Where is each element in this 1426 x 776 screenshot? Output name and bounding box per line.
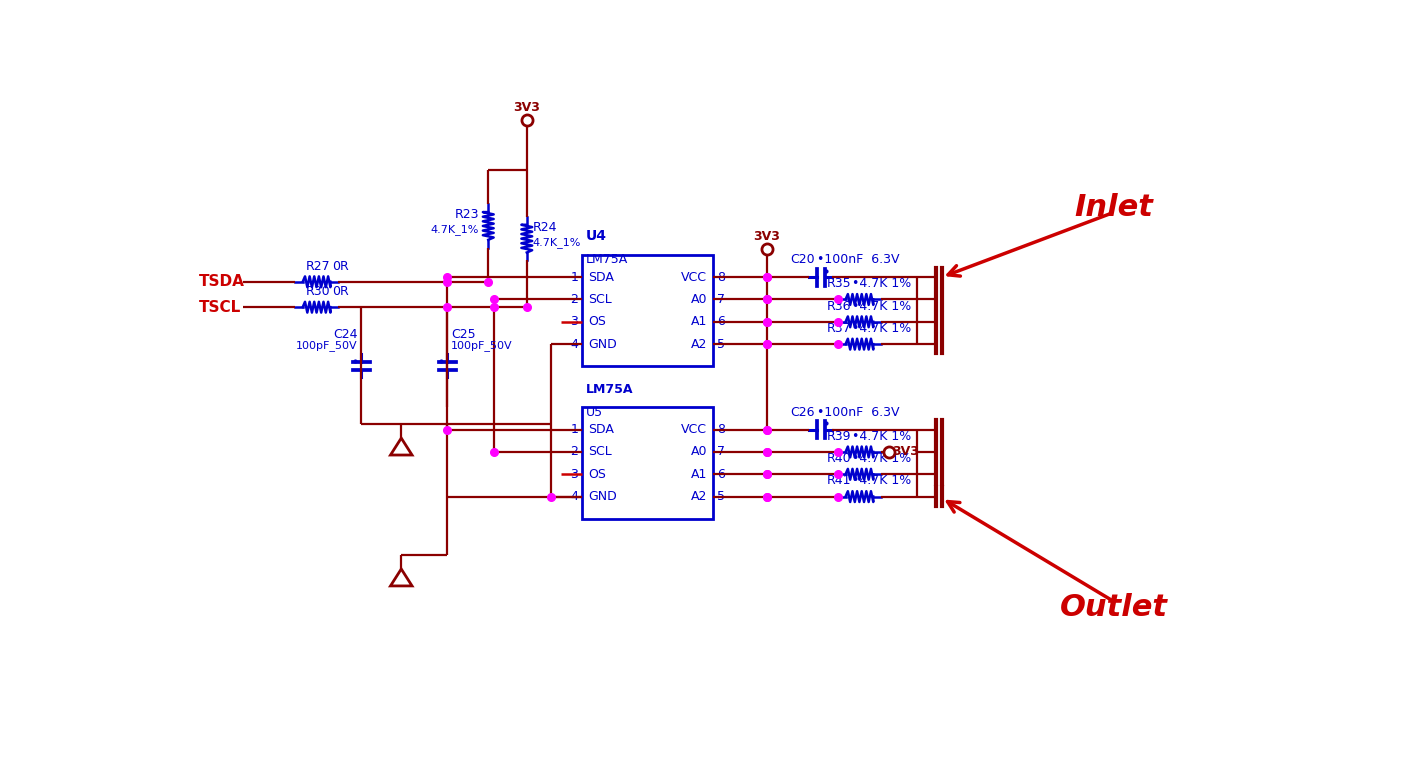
Text: C26: C26 [790, 406, 814, 419]
Text: 6: 6 [717, 315, 724, 328]
Text: •4.7K 1%: •4.7K 1% [851, 277, 911, 290]
Text: A0: A0 [690, 293, 707, 306]
Text: SCL: SCL [589, 293, 612, 306]
Bar [582, 255, 713, 366]
Text: U5: U5 [586, 406, 603, 419]
Text: R30: R30 [305, 285, 331, 298]
Text: C25: C25 [451, 327, 476, 341]
Text: 4.7K_1%: 4.7K_1% [533, 237, 582, 248]
Text: GND: GND [589, 338, 617, 351]
Text: LM75A: LM75A [586, 383, 633, 396]
Text: 8: 8 [717, 423, 724, 436]
Text: A1: A1 [690, 468, 707, 481]
Text: SCL: SCL [589, 445, 612, 459]
Text: R23: R23 [455, 208, 479, 221]
Text: C20: C20 [790, 254, 814, 266]
Text: •4.7K 1%: •4.7K 1% [851, 430, 911, 442]
Text: A2: A2 [690, 338, 707, 351]
Text: A1: A1 [690, 315, 707, 328]
Text: R40: R40 [827, 452, 851, 465]
Text: R37: R37 [827, 322, 851, 335]
Text: A2: A2 [690, 490, 707, 503]
Text: SDA: SDA [589, 423, 615, 436]
Text: 8: 8 [717, 271, 724, 284]
Text: R24: R24 [533, 220, 558, 234]
Text: •4.7K 1%: •4.7K 1% [851, 300, 911, 313]
Text: 3: 3 [570, 315, 579, 328]
Text: 5: 5 [717, 490, 724, 503]
Text: TSDA: TSDA [198, 274, 245, 289]
Text: Outlet: Outlet [1060, 593, 1168, 622]
Text: OS: OS [589, 315, 606, 328]
Text: 3V3: 3V3 [893, 445, 920, 459]
Text: R27: R27 [305, 259, 331, 272]
Text: R39: R39 [827, 430, 851, 442]
Text: 0R: 0R [332, 259, 349, 272]
Text: 4: 4 [570, 338, 579, 351]
Text: •100nF  6.3V: •100nF 6.3V [817, 406, 900, 419]
Text: 7: 7 [717, 293, 724, 306]
Text: R35: R35 [827, 277, 851, 290]
Text: 3V3: 3V3 [753, 230, 780, 243]
Text: GND: GND [589, 490, 617, 503]
Text: 1: 1 [570, 423, 579, 436]
Text: 2: 2 [570, 293, 579, 306]
Text: R41: R41 [827, 474, 851, 487]
Text: SDA: SDA [589, 271, 615, 284]
Text: 2: 2 [570, 445, 579, 459]
Text: VCC: VCC [682, 423, 707, 436]
Text: Inlet: Inlet [1074, 192, 1154, 222]
Text: •4.7K 1%: •4.7K 1% [851, 474, 911, 487]
Text: 4.7K_1%: 4.7K_1% [431, 224, 479, 235]
Text: 0R: 0R [332, 285, 349, 298]
Text: A0: A0 [690, 445, 707, 459]
Text: 7: 7 [717, 445, 724, 459]
Text: VCC: VCC [682, 271, 707, 284]
Text: LM75A: LM75A [586, 253, 629, 266]
Text: TSCL: TSCL [198, 300, 241, 315]
Text: C24: C24 [332, 327, 358, 341]
Bar [582, 407, 713, 519]
Text: •4.7K 1%: •4.7K 1% [851, 322, 911, 335]
Text: 1: 1 [570, 271, 579, 284]
Text: R36: R36 [827, 300, 851, 313]
Text: OS: OS [589, 468, 606, 481]
Text: 4: 4 [570, 490, 579, 503]
Text: •4.7K 1%: •4.7K 1% [851, 452, 911, 465]
Text: 5: 5 [717, 338, 724, 351]
Text: 3: 3 [570, 468, 579, 481]
Text: U4: U4 [586, 229, 607, 243]
Text: 100pF_50V: 100pF_50V [295, 340, 358, 351]
Text: 100pF_50V: 100pF_50V [451, 340, 513, 351]
Text: •100nF  6.3V: •100nF 6.3V [817, 254, 900, 266]
Text: 6: 6 [717, 468, 724, 481]
Text: 3V3: 3V3 [513, 101, 540, 114]
